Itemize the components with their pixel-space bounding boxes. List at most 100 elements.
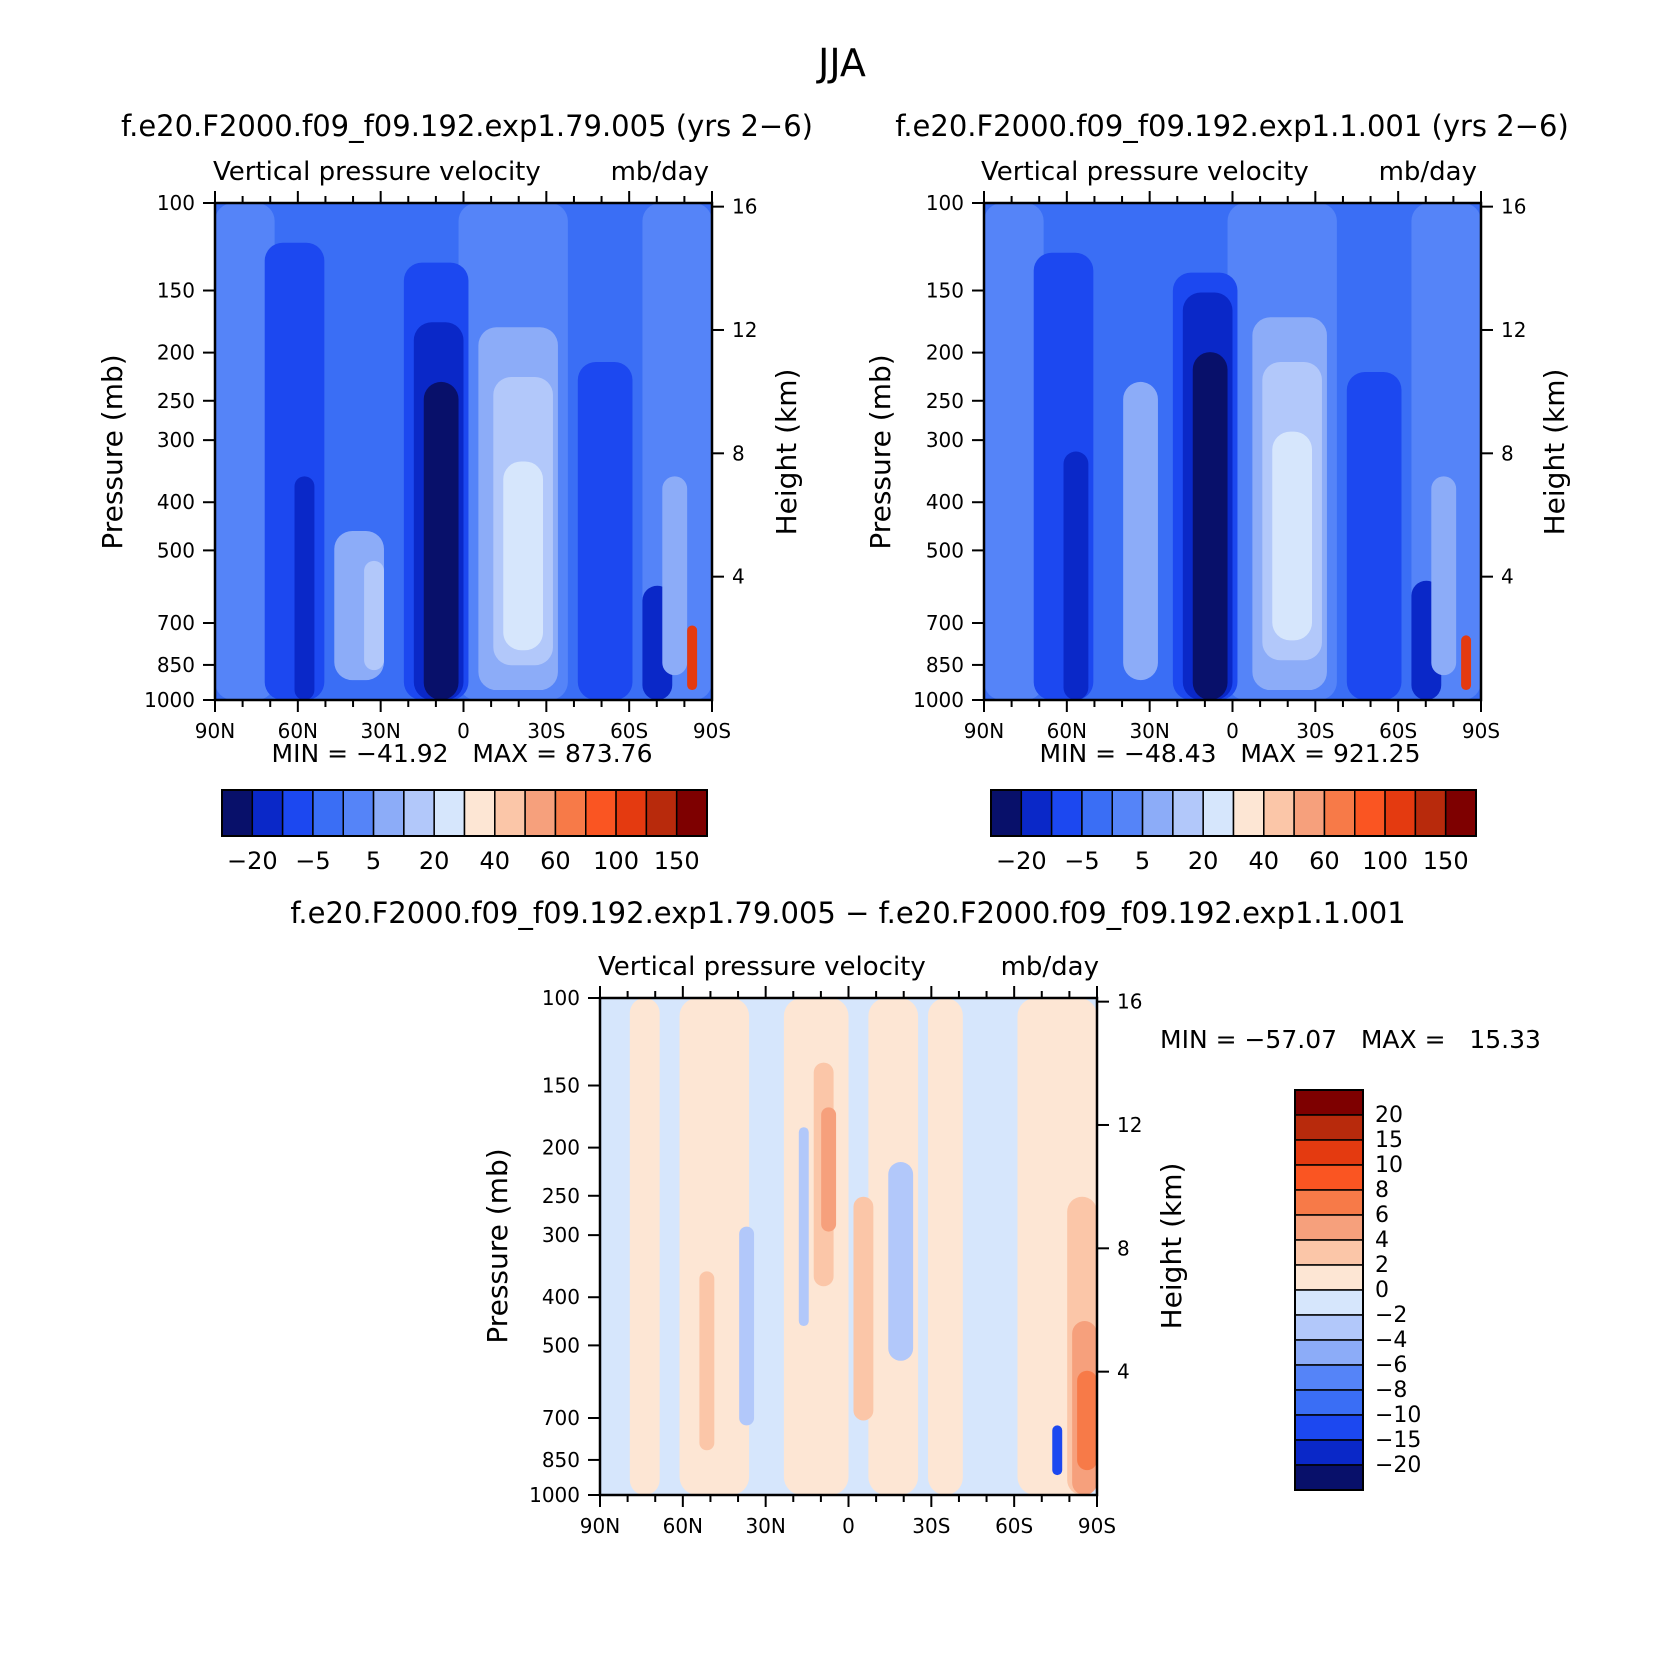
contour-band: [821, 1107, 837, 1232]
colorbar-swatch: [1294, 1189, 1364, 1216]
colorbar-swatch: [1081, 789, 1113, 837]
pressure-tick-label: 200: [542, 1136, 580, 1160]
contour-band: [1123, 381, 1158, 681]
panel-variable-label: Vertical pressure velocity: [598, 952, 926, 982]
latitude-tick-label: 0: [457, 719, 470, 743]
latitude-tick-label: 90N: [964, 719, 1004, 743]
pressure-tick-label: 1000: [529, 1483, 580, 1507]
colorbar-label: 0: [1375, 1278, 1389, 1303]
pressure-tick-label: 1000: [913, 688, 964, 712]
latitude-tick-label: 90S: [1078, 1514, 1116, 1538]
colorbar-label: 20: [1188, 847, 1219, 875]
pressure-tick-label: 300: [926, 428, 964, 452]
contour-band: [1272, 431, 1313, 641]
pressure-tick-label: 700: [542, 1406, 580, 1430]
contour-band: [798, 1127, 809, 1327]
contour-field: [982, 201, 1483, 702]
height-tick-label: 4: [1117, 1360, 1130, 1384]
pressure-axis-label: Pressure (mb): [96, 354, 129, 549]
pressure-tick-label: 100: [157, 191, 195, 215]
colorbar-swatch: [1294, 1139, 1364, 1166]
latitude-tick-label: 60S: [610, 719, 648, 743]
colorbar-swatch: [1294, 1264, 1364, 1291]
panel-experiment-a: f.e20.F2000.f09_f09.192.exp1.79.005 (yrs…: [96, 109, 813, 875]
colorbar-label: 40: [1249, 847, 1280, 875]
colorbar-label: 20: [1375, 1103, 1403, 1128]
colorbar-swatch: [1294, 1214, 1364, 1241]
colorbar-swatch: [221, 789, 254, 837]
pressure-tick-label: 400: [157, 490, 195, 514]
contour-band: [1192, 352, 1228, 700]
pressure-tick-label: 250: [926, 389, 964, 413]
contour-band: [364, 560, 384, 671]
latitude-axis: 90N 60N 30N 0 30S 60S 90S: [195, 191, 731, 743]
colorbar-swatch: [1294, 1414, 1364, 1441]
latitude-axis: 90N 60N 30N 0 30S 60S 90S: [964, 191, 1500, 743]
colorbar-label: 5: [366, 847, 381, 875]
colorbar-label: 15: [1375, 1128, 1403, 1153]
pressure-tick-label: 850: [542, 1448, 580, 1472]
contour-band: [215, 203, 275, 700]
colorbar-swatch: [645, 789, 678, 837]
min-max-stats: MIN = −57.07 MAX = 15.33: [1160, 1025, 1541, 1054]
panel-title: f.e20.F2000.f09_f09.192.exp1.79.005 (yrs…: [121, 109, 813, 143]
colorbar-swatch: [1050, 789, 1083, 837]
colorbar-swatch: [1141, 789, 1174, 837]
latitude-tick-label: 90S: [1462, 719, 1500, 743]
colorbar-swatch: [1294, 1114, 1364, 1141]
pressure-tick-label: 1000: [144, 688, 195, 712]
contour-band: [662, 476, 688, 676]
colorbar-label: 100: [593, 847, 639, 875]
contour-band: [642, 203, 712, 700]
colorbar-swatch: [1111, 789, 1144, 837]
pressure-tick-label: 250: [542, 1184, 580, 1208]
latitude-tick-label: 60S: [995, 1514, 1033, 1538]
colorbar-frame: [1294, 1089, 1364, 1491]
colorbar-swatch: [1294, 1164, 1364, 1191]
contour-band: [984, 203, 1044, 700]
colorbar-swatch: [372, 789, 405, 837]
pressure-tick-label: 400: [926, 490, 964, 514]
colorbar-swatch: [585, 789, 617, 837]
contour-band: [1052, 1425, 1063, 1476]
pressure-axis: 100 150 200 250 300 400 500 700 850 1000: [144, 191, 215, 712]
pressure-tick-label: 200: [157, 341, 195, 365]
contour-band: [577, 362, 633, 700]
height-axis: 16 12 8 4: [712, 195, 757, 589]
panel-title: f.e20.F2000.f09_f09.192.exp1.79.005 − f.…: [290, 896, 1405, 930]
colorbar-label: 5: [1135, 847, 1150, 875]
colorbar-swatch: [554, 789, 587, 837]
latitude-tick-label: 30S: [912, 1514, 950, 1538]
latitude-axis: 90N 60N 30N 0 30S 60S 90S: [580, 986, 1116, 1538]
colorbar-swatch: [1384, 789, 1417, 837]
colorbar-label: 60: [540, 847, 571, 875]
colorbar-label: 10: [1375, 1153, 1403, 1178]
panel-difference: f.e20.F2000.f09_f09.192.exp1.79.005 − f.…: [290, 896, 1541, 1538]
height-tick-label: 16: [1117, 990, 1142, 1014]
panel-units-label: mb/day: [1379, 157, 1477, 187]
contour-band: [1461, 635, 1472, 691]
panel-variable-label: Vertical pressure velocity: [213, 157, 541, 187]
colorbar-frame: [221, 789, 708, 837]
colorbar-swatch: [1294, 1389, 1364, 1416]
colorbar-swatch: [342, 789, 375, 837]
latitude-tick-label: 90S: [693, 719, 731, 743]
panel-variable-label: Vertical pressure velocity: [981, 157, 1309, 187]
colorbar-label: 150: [1423, 847, 1469, 875]
height-axis-label: Height (km): [1155, 1163, 1188, 1330]
colorbar: −20 −5 5 20 40 60 100 150: [221, 789, 708, 875]
colorbar-label: −20: [996, 847, 1047, 875]
colorbar-swatch: [312, 789, 344, 837]
colorbar-label: −5: [1064, 847, 1099, 875]
contour-band: [1346, 371, 1402, 700]
contour-band: [503, 461, 544, 651]
contour-band: [1411, 203, 1481, 700]
colorbar-label: 20: [419, 847, 450, 875]
colorbar-swatch: [1444, 789, 1477, 837]
pressure-axis: 100 150 200 250 300 400 500 700 850 1000: [529, 986, 600, 1507]
colorbar-label: −6: [1375, 1353, 1407, 1378]
contour-band: [1431, 476, 1457, 676]
latitude-tick-label: 30S: [527, 719, 565, 743]
contour-field: [213, 201, 714, 702]
